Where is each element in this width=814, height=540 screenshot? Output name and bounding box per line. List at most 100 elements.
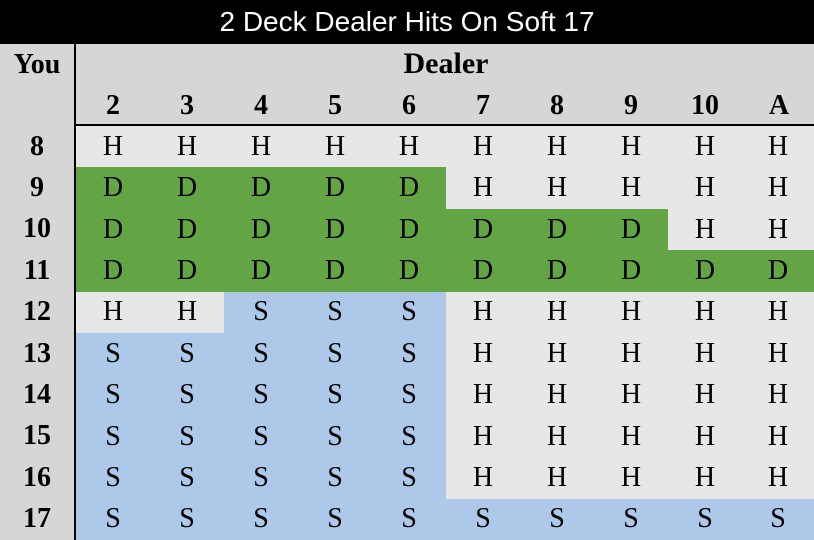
- action-cell: S: [150, 457, 224, 499]
- action-cell: H: [594, 167, 668, 209]
- action-cell: S: [150, 498, 224, 540]
- player-total-10: 10: [23, 213, 51, 245]
- dealer-card-2: 2: [106, 90, 120, 121]
- action-cell: D: [224, 208, 298, 251]
- action-cell: S: [298, 291, 372, 334]
- dealer-card-8: 8: [550, 90, 564, 121]
- action-cell: H: [76, 126, 150, 168]
- action-cell: S: [298, 457, 372, 499]
- action-cell: S: [372, 457, 446, 499]
- player-total-11: 11: [23, 254, 51, 286]
- action-cell: S: [76, 498, 150, 540]
- action-cell: H: [742, 126, 814, 168]
- action-cell: H: [520, 333, 594, 375]
- action-cell: D: [298, 167, 372, 209]
- player-total-9: 9: [30, 171, 44, 203]
- action-cell: S: [224, 415, 298, 458]
- action-cell: H: [520, 374, 594, 416]
- action-cell: S: [372, 498, 446, 540]
- dealer-header-background: [76, 44, 814, 124]
- action-cell: H: [742, 415, 814, 458]
- action-cell: H: [668, 208, 742, 251]
- action-cell: S: [76, 374, 150, 416]
- action-cell: H: [446, 291, 520, 334]
- action-cell: D: [520, 208, 594, 251]
- action-cell: D: [298, 250, 372, 292]
- action-cell: S: [224, 457, 298, 499]
- chart-title: 2 Deck Dealer Hits On Soft 17: [0, 0, 814, 44]
- action-cell: S: [224, 333, 298, 375]
- player-total-15: 15: [23, 420, 51, 452]
- action-cell: H: [594, 291, 668, 334]
- player-total-12: 12: [23, 296, 51, 328]
- action-cell: S: [150, 374, 224, 416]
- dealer-card-9: 9: [624, 90, 638, 121]
- action-cell: D: [76, 208, 150, 251]
- action-cell: D: [372, 250, 446, 292]
- player-total-16: 16: [23, 461, 51, 493]
- action-cell: S: [224, 291, 298, 334]
- dealer-card-5: 5: [328, 90, 342, 121]
- action-cell: S: [446, 498, 520, 540]
- column-divider: [74, 44, 76, 540]
- action-cell: H: [150, 126, 224, 168]
- you-label: You: [13, 49, 61, 80]
- action-cell: D: [446, 250, 520, 292]
- action-cell: H: [594, 126, 668, 168]
- action-cell: H: [742, 333, 814, 375]
- dealer-card-3: 3: [180, 90, 194, 121]
- action-cell: H: [742, 208, 814, 251]
- action-cell: D: [372, 167, 446, 209]
- action-cell: D: [150, 250, 224, 292]
- action-cell: S: [76, 333, 150, 375]
- action-cell: H: [446, 126, 520, 168]
- dealer-card-7: 7: [476, 90, 490, 121]
- action-cell: H: [446, 374, 520, 416]
- action-cell: H: [520, 167, 594, 209]
- action-cell: D: [224, 250, 298, 292]
- player-total-13: 13: [23, 337, 51, 369]
- action-cell: S: [298, 415, 372, 458]
- action-cell: S: [742, 498, 814, 540]
- action-cell: S: [224, 374, 298, 416]
- dealer-label: Dealer: [403, 47, 489, 80]
- action-cell: S: [372, 415, 446, 458]
- player-total-14: 14: [23, 378, 51, 410]
- action-cell: D: [668, 250, 742, 292]
- action-cell: H: [520, 291, 594, 334]
- action-cell: H: [742, 457, 814, 499]
- action-cell: H: [520, 415, 594, 458]
- action-cell: D: [372, 208, 446, 251]
- action-cell: S: [150, 333, 224, 375]
- action-cell: H: [668, 333, 742, 375]
- dealer-card-6: 6: [402, 90, 416, 121]
- action-cell: S: [372, 333, 446, 375]
- action-cell: S: [372, 374, 446, 416]
- action-cell: S: [298, 498, 372, 540]
- dealer-card-4: 4: [254, 90, 268, 121]
- action-cell: D: [594, 250, 668, 292]
- player-column-background: [0, 44, 74, 540]
- action-cell: H: [668, 126, 742, 168]
- action-cell: H: [594, 333, 668, 375]
- action-cell: H: [668, 415, 742, 458]
- dealer-card-A: A: [768, 90, 790, 121]
- action-cell: S: [76, 457, 150, 499]
- action-cell: D: [150, 167, 224, 209]
- action-cell: H: [446, 457, 520, 499]
- action-cell: S: [76, 415, 150, 458]
- action-cell: H: [594, 457, 668, 499]
- action-cell: D: [224, 167, 298, 209]
- action-cell: S: [594, 498, 668, 540]
- action-cell: H: [520, 457, 594, 499]
- action-cell: H: [150, 291, 224, 334]
- player-total-17: 17: [23, 503, 51, 535]
- action-cell: H: [742, 374, 814, 416]
- action-cell: H: [594, 415, 668, 458]
- action-cell: D: [76, 250, 150, 292]
- action-cell: D: [742, 250, 814, 292]
- action-cell: D: [150, 208, 224, 251]
- action-cell: H: [742, 291, 814, 334]
- player-total-8: 8: [30, 130, 44, 162]
